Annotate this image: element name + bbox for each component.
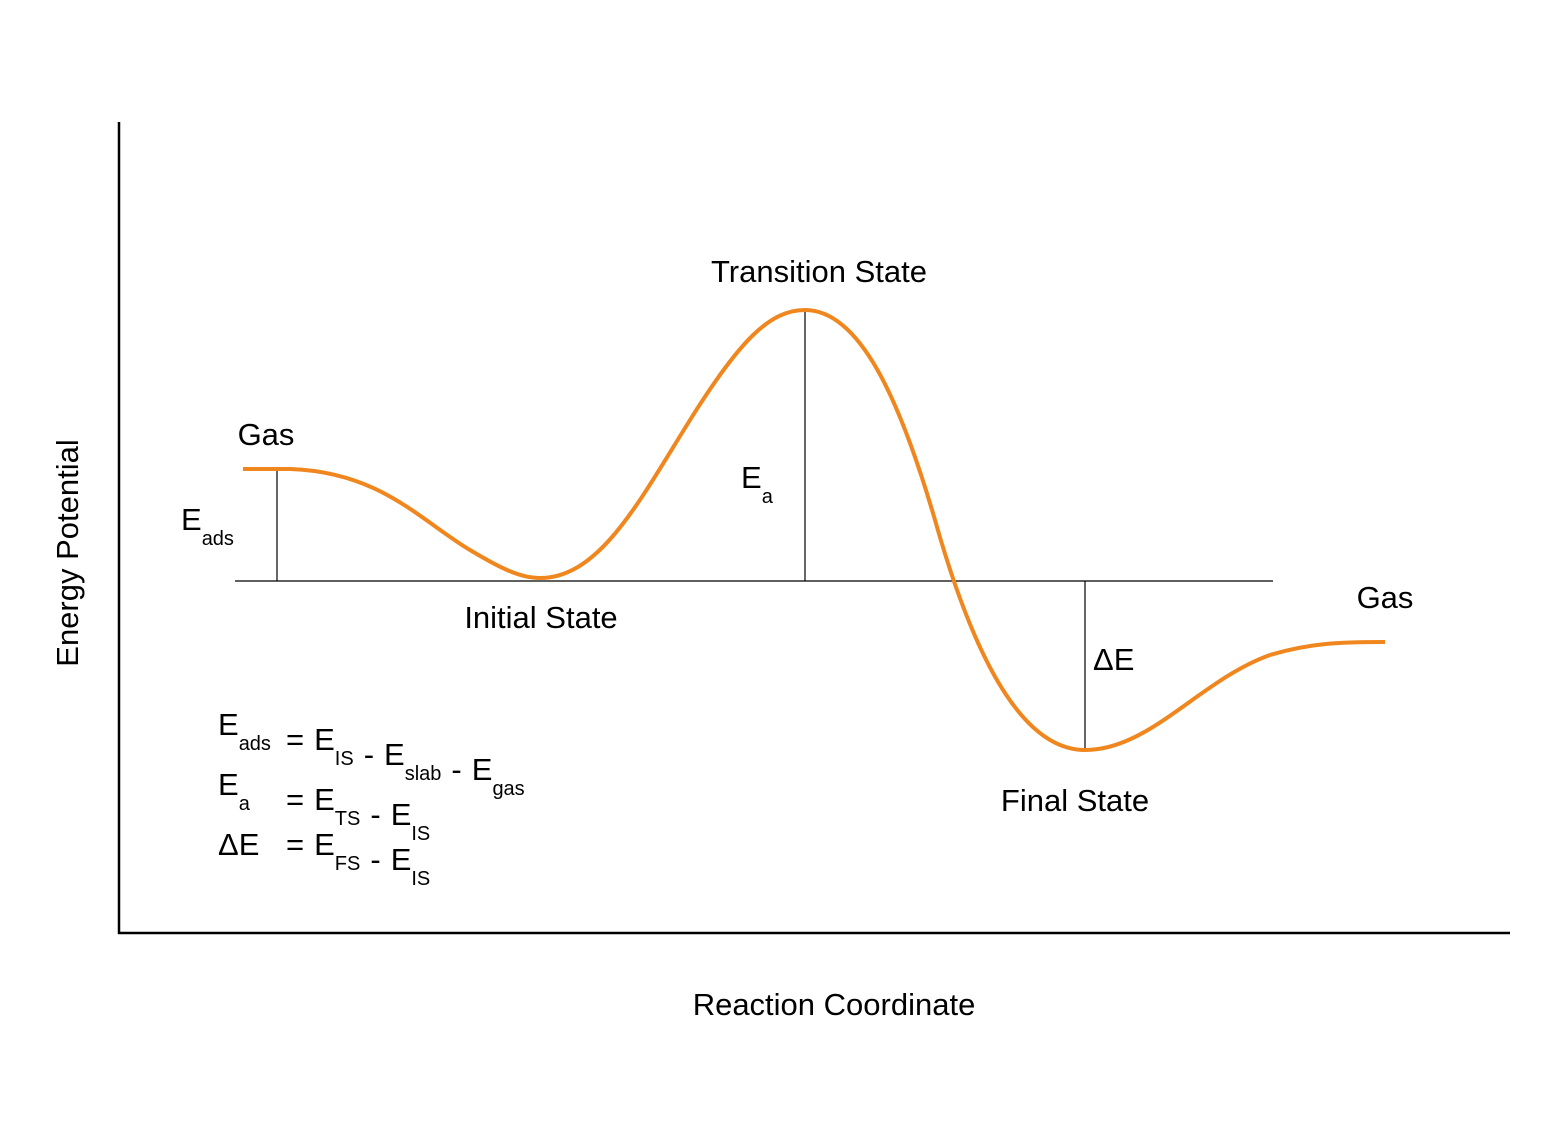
symbol: E — [314, 722, 335, 757]
subscript: TS — [335, 808, 361, 830]
symbol: E — [314, 827, 335, 862]
energy-label: Ea — [741, 460, 774, 508]
state-label: Transition State — [711, 254, 927, 289]
symbol: E — [741, 460, 762, 495]
state-label: Gas — [238, 417, 295, 452]
state-label: Final State — [1001, 783, 1149, 818]
equation: Ea = ETS - EIS — [218, 767, 430, 845]
state-label: Gas — [1357, 580, 1414, 615]
equation: Eads = EIS - Eslab - Egas — [218, 707, 525, 800]
subscript: ads — [239, 733, 271, 755]
energy-curve — [243, 307, 1386, 753]
symbol: E — [181, 502, 202, 537]
energy-label: ΔE — [1093, 642, 1134, 677]
symbol: ΔE — [1093, 642, 1134, 677]
symbol: E — [314, 782, 335, 817]
y-axis-label: Energy Potential — [50, 439, 85, 666]
symbol: E — [472, 752, 493, 787]
symbol: - — [451, 752, 461, 787]
subscript: a — [239, 793, 251, 815]
subscript: FS — [335, 853, 361, 875]
symbol: - — [370, 797, 380, 832]
symbol: E — [384, 737, 405, 772]
symbol: ΔE — [218, 827, 259, 862]
energy-label: Eads — [181, 502, 234, 550]
subscript: IS — [411, 868, 430, 890]
symbol: E — [218, 767, 239, 802]
symbol: = — [286, 722, 304, 757]
symbol: E — [391, 842, 412, 877]
state-label: Initial State — [464, 600, 617, 635]
subscript: slab — [405, 763, 442, 785]
subscript: ads — [202, 528, 234, 550]
equation: ΔE = EFS - EIS — [218, 827, 430, 890]
x-axis-label: Reaction Coordinate — [693, 987, 976, 1022]
subscript: IS — [335, 748, 354, 770]
symbol: = — [286, 827, 304, 862]
subscript: gas — [492, 778, 524, 800]
symbol: = — [286, 782, 304, 817]
symbol: - — [364, 737, 374, 772]
symbol: - — [370, 842, 380, 877]
subscript: IS — [411, 823, 430, 845]
subscript: a — [762, 486, 774, 508]
symbol: E — [218, 707, 239, 742]
symbol: E — [391, 797, 412, 832]
